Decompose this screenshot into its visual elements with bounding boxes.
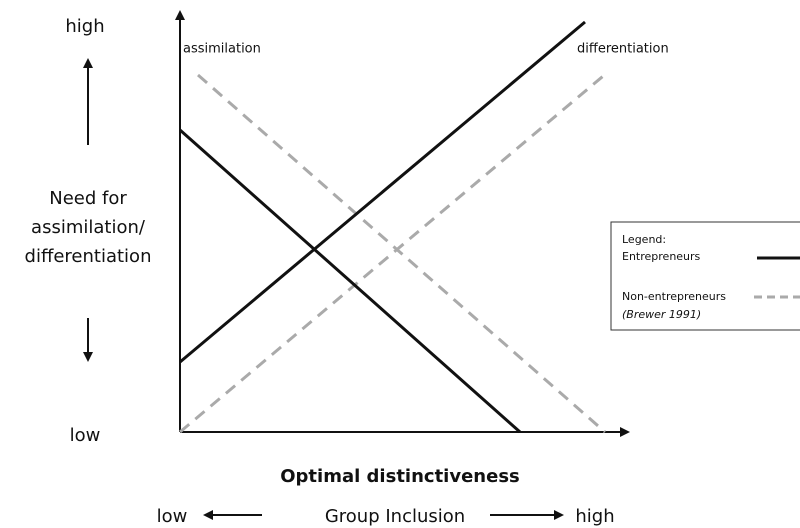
assimilation-label: assimilation <box>183 42 261 57</box>
legend-entry: Non-entrepreneurs <box>622 290 726 303</box>
entrepreneur-differentiation <box>179 20 586 364</box>
x-low: low <box>157 506 188 527</box>
y-label: differentiation <box>25 246 152 267</box>
legend-citation: (Brewer 1991) <box>622 308 701 321</box>
x-title: Optimal distinctiveness <box>280 466 520 487</box>
legend-title: Legend: <box>622 233 666 246</box>
high-label: high <box>65 16 104 37</box>
entrepreneur-assimilation <box>179 128 521 434</box>
x-high: high <box>575 506 614 527</box>
legend-box <box>610 221 800 331</box>
x-label: Group Inclusion <box>325 506 465 527</box>
differentiation-label: differentiation <box>577 42 669 57</box>
non-entrepreneur-assimilation <box>197 73 606 434</box>
non-entrepreneur-differentiation <box>179 70 609 434</box>
legend-entry: Entrepreneurs <box>622 250 701 263</box>
y-label: Need for <box>49 188 127 209</box>
y-label: assimilation/ <box>31 217 146 238</box>
low-label: low <box>70 425 101 446</box>
